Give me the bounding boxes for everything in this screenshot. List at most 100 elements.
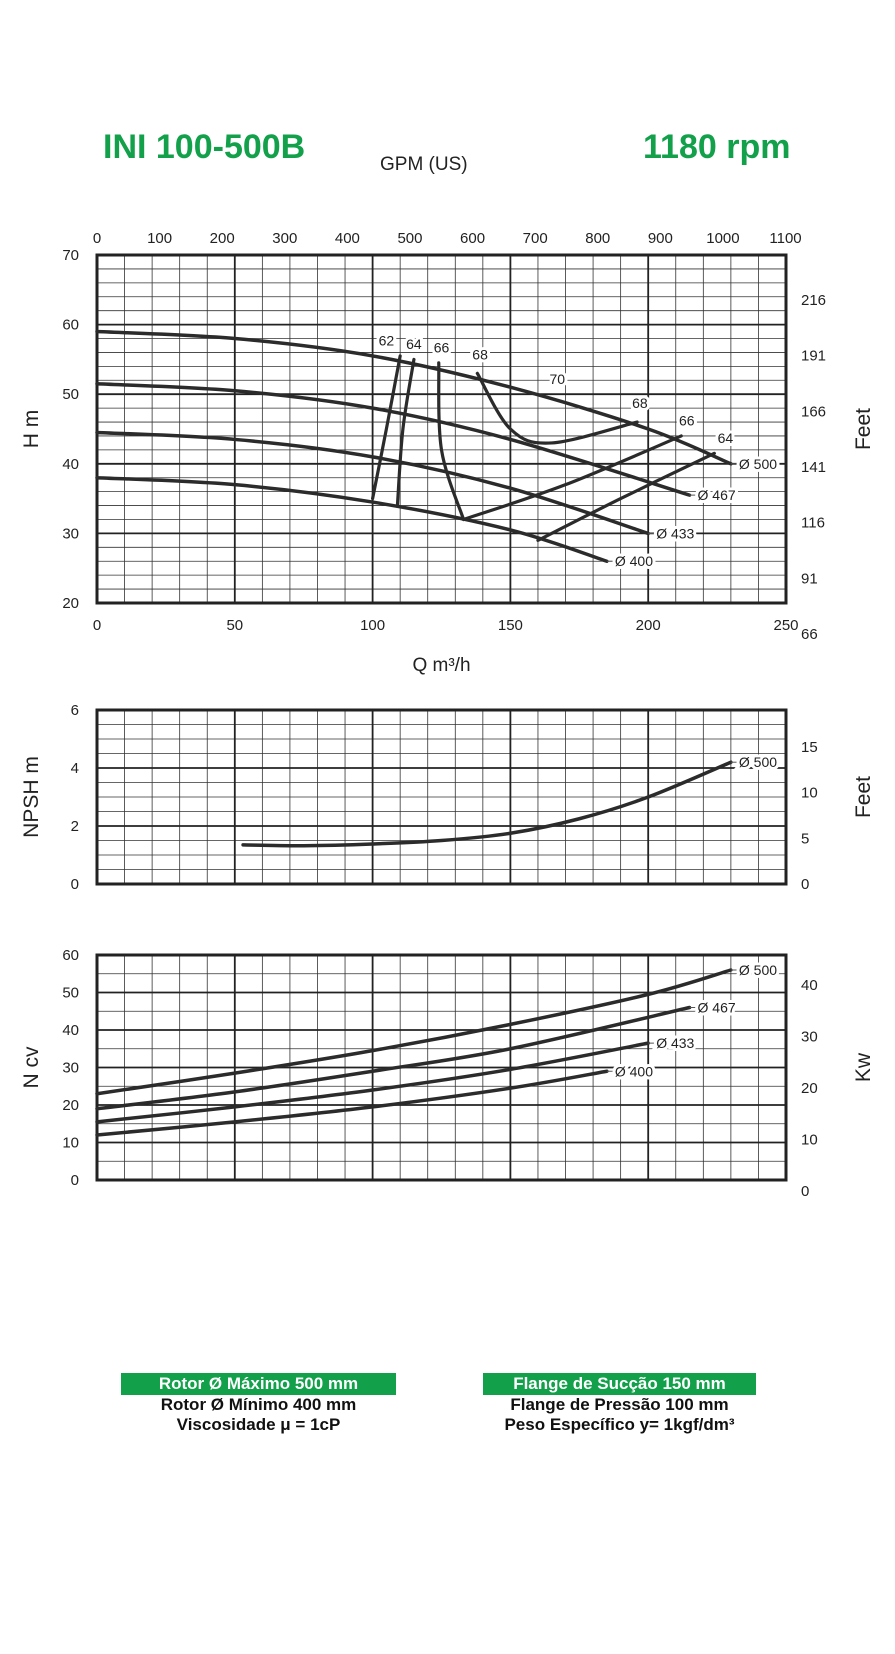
efficiency-label: 64: [718, 430, 734, 446]
y-tick-label: 4: [71, 760, 79, 777]
y-tick-label: 40: [62, 1022, 79, 1039]
series-line: [95, 1069, 609, 1137]
y-tick-label: 60: [62, 947, 79, 964]
series-label: Ø 467: [698, 1000, 736, 1016]
y-tick-label: 30: [62, 1060, 79, 1077]
y2-tick-label: 0: [801, 876, 809, 893]
y-tick-label: 20: [62, 595, 79, 612]
series-label: Ø 467: [698, 487, 736, 503]
y2-tick-label: 0: [801, 1183, 809, 1200]
efficiency-label: 68: [472, 346, 488, 362]
y2-tick-label: 116: [801, 515, 825, 532]
series-label: Ø 500: [739, 962, 777, 978]
suction-flange-label: Flange de Sucção 150 mm: [483, 1373, 756, 1395]
y-tick-label: 60: [62, 317, 79, 334]
x2-tick-label: 700: [523, 230, 548, 247]
series-label: Ø 500: [739, 456, 777, 472]
x2-tick-label: 200: [210, 230, 235, 247]
y2-tick-label: 10: [801, 1132, 818, 1149]
y-tick-label: 40: [62, 456, 79, 473]
y2-tick-label: 216: [801, 292, 826, 309]
y-tick-label: 70: [62, 247, 79, 264]
y2-axis-label: Feet: [852, 408, 875, 450]
series-line: [95, 329, 733, 466]
x-tick-label: 150: [498, 617, 523, 634]
x2-tick-label: 100: [147, 230, 172, 247]
y2-tick-label: 20: [801, 1080, 818, 1097]
x2-tick-label: 500: [397, 230, 422, 247]
efficiency-curve: [395, 357, 416, 508]
series-label: Ø 400: [615, 553, 653, 569]
y2-tick-label: 40: [801, 977, 818, 994]
x2-tick-label: 900: [648, 230, 673, 247]
y2-axis-label: Kw: [852, 1052, 875, 1082]
y-tick-label: 50: [62, 386, 79, 403]
power-panel: [95, 953, 788, 1182]
info-right: Flange de Sucção 150 mm Flange de Pressã…: [483, 1373, 756, 1435]
x2-tick-label: 300: [272, 230, 297, 247]
x2-tick-label: 400: [335, 230, 360, 247]
efficiency-curve: [475, 371, 639, 445]
series-label: Ø 400: [615, 1063, 653, 1079]
y2-tick-label: 91: [801, 570, 818, 587]
info-left: Rotor Ø Máximo 500 mm Rotor Ø Mínimo 400…: [121, 1373, 396, 1435]
y-axis-label: N cv: [20, 1046, 43, 1089]
specific-weight-label: Peso Específico y= 1kgf/dm³: [504, 1415, 735, 1434]
y-tick-label: 20: [62, 1097, 79, 1114]
y2-axis-label: Feet: [852, 776, 875, 818]
y2-tick-label: 166: [801, 403, 826, 420]
plot-frame: [95, 253, 788, 605]
model-title: INI 100-500B: [103, 128, 306, 166]
efficiency-curve: [536, 451, 716, 542]
efficiency-curve: [461, 434, 683, 522]
x-tick-label: 50: [226, 617, 243, 634]
x-tick-label: 200: [636, 617, 661, 634]
y-tick-label: 30: [62, 525, 79, 542]
efficiency-label: 70: [549, 371, 565, 387]
y-tick-label: 0: [71, 1172, 79, 1189]
series-line: [95, 1005, 692, 1111]
efficiency-label: 64: [406, 336, 422, 352]
x-tick-label: 0: [93, 617, 101, 634]
series-line: [95, 382, 692, 497]
y2-tick-label: 191: [801, 348, 826, 365]
efficiency-label: 68: [632, 395, 648, 411]
y2-tick-label: 5: [801, 830, 809, 847]
series-label: Ø 500: [739, 754, 777, 770]
efficiency-label: 66: [679, 413, 695, 429]
x2-tick-label: 800: [585, 230, 610, 247]
x-tick-label: 100: [360, 617, 385, 634]
plot-frame: [95, 953, 788, 1182]
y-axis-label: NPSH m: [20, 756, 43, 838]
x2-tick-label: 0: [93, 230, 101, 247]
gpm-axis-label: GPM (US): [380, 154, 468, 175]
y2-tick-label: 10: [801, 785, 818, 802]
series-line: [95, 968, 733, 1096]
y2-tick-label: 66: [801, 626, 818, 643]
pressure-flange-label: Flange de Pressão 100 mm: [510, 1395, 729, 1414]
x2-tick-label: 1000: [706, 230, 739, 247]
series-label: Ø 433: [656, 1035, 694, 1051]
series-line: [95, 1041, 650, 1124]
y-tick-label: 2: [71, 818, 79, 835]
x2-tick-label: 600: [460, 230, 485, 247]
series-label: Ø 433: [656, 525, 694, 541]
y2-tick-label: 30: [801, 1029, 818, 1046]
y-tick-label: 50: [62, 985, 79, 1002]
x2-tick-label: 1100: [769, 230, 801, 247]
efficiency-label: 66: [434, 339, 450, 355]
y-tick-label: 6: [71, 702, 79, 719]
rpm-title: 1180 rpm: [643, 128, 791, 166]
y2-tick-label: 141: [801, 459, 826, 476]
efficiency-label: 62: [379, 332, 395, 348]
x-axis-label: Q m³/h: [412, 655, 470, 676]
y-tick-label: 10: [62, 1135, 79, 1152]
efficiency-curve: [371, 354, 402, 501]
x-tick-label: 250: [773, 617, 798, 634]
efficiency-curve: [437, 361, 466, 522]
y2-tick-label: 15: [801, 739, 818, 756]
viscosity-label: Viscosidade μ = 1cP: [176, 1415, 341, 1434]
plot-frame: [95, 708, 788, 886]
series-line: [95, 430, 650, 536]
